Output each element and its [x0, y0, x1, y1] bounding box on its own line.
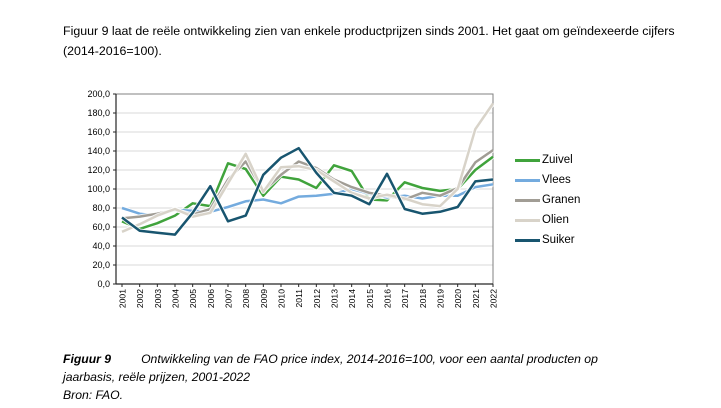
- y-tick-label: 60,0: [92, 222, 110, 232]
- y-tick-label: 80,0: [92, 203, 110, 213]
- series-line-olien: [121, 102, 495, 233]
- y-tick-label: 180,0: [87, 108, 110, 118]
- y-tick-label: 0,0: [97, 279, 110, 289]
- x-tick-label: 2014: [347, 289, 357, 308]
- x-tick-label: 2016: [383, 289, 393, 308]
- legend-swatch-zuivel: [515, 158, 540, 162]
- y-tick-label: 120,0: [87, 165, 110, 175]
- chart-legend: Zuivel Vlees Granen Olien Suiker: [515, 154, 580, 254]
- x-tick-label: 2004: [171, 289, 181, 308]
- figure-source: Bron: FAO.: [63, 388, 124, 403]
- series-line-suiker: [121, 146, 494, 236]
- figure-caption: Figuur 9 Ontwikkeling van de FAO price in…: [63, 350, 647, 387]
- x-tick-label: 2020: [453, 289, 463, 308]
- legend-swatch-granen: [515, 198, 540, 202]
- y-tick-label: 100,0: [87, 184, 110, 194]
- x-tick-label: 2019: [436, 289, 446, 308]
- x-tick-label: 2017: [400, 289, 410, 308]
- y-tick-label: 160,0: [87, 127, 110, 137]
- legend-item-granen: Granen: [515, 194, 580, 206]
- figure-chart: 0,0 20,0 40,0 60,0 80,0 100,0 120,0 140,0 160,0 1…: [68, 88, 713, 333]
- x-tick-label: 2022: [489, 289, 499, 308]
- x-tick-label: 2021: [471, 289, 481, 308]
- legend-swatch-suiker: [515, 238, 540, 242]
- x-tick-label: 2018: [418, 289, 428, 308]
- x-tick-label: 2007: [224, 289, 234, 308]
- x-tick-label: 2005: [188, 289, 198, 308]
- x-tick-label: 2012: [312, 289, 322, 308]
- legend-label-granen: Granen: [542, 194, 581, 206]
- y-tick-label: 40,0: [92, 241, 110, 251]
- legend-item-olien: Olien: [515, 214, 580, 226]
- y-tick-label: 20,0: [92, 260, 110, 270]
- series-lines: [120, 102, 495, 237]
- x-tick-label: 2011: [294, 289, 304, 308]
- x-tick-label: 2003: [153, 289, 163, 308]
- legend-swatch-vlees: [515, 178, 540, 182]
- x-tick-label: 2008: [241, 289, 251, 308]
- x-tick-label: 2001: [118, 289, 128, 308]
- y-axis-ticks: 0,0 20,0 40,0 60,0 80,0 100,0 120,0 140,0 160,0 1…: [87, 89, 116, 289]
- x-axis-ticks: 2001 2002 2003 2004 2005 2006 2007 2008 2009 2010…: [118, 284, 499, 308]
- legend-item-zuivel: Zuivel: [515, 154, 580, 166]
- x-tick-label: 2002: [135, 289, 145, 308]
- gridlines: [116, 93, 493, 266]
- x-tick-label: 2006: [206, 289, 216, 308]
- legend-label-suiker: Suiker: [542, 234, 575, 246]
- x-tick-label: 2010: [277, 289, 287, 308]
- x-tick-label: 2013: [330, 289, 340, 308]
- x-tick-label: 2009: [259, 289, 269, 308]
- figure-caption-text: Ontwikkeling van de FAO price index, 201…: [63, 352, 598, 385]
- legend-swatch-olien: [515, 218, 540, 222]
- legend-label-vlees: Vlees: [542, 174, 571, 186]
- price-chart-svg: 0,0 20,0 40,0 60,0 80,0 100,0 120,0 140,0 160,0 1…: [87, 89, 499, 308]
- legend-label-zuivel: Zuivel: [542, 154, 573, 166]
- y-tick-label: 140,0: [87, 146, 110, 156]
- y-tick-label: 200,0: [87, 89, 110, 99]
- legend-item-suiker: Suiker: [515, 234, 580, 246]
- legend-item-vlees: Vlees: [515, 174, 580, 186]
- figure-number: Figuur 9: [63, 352, 112, 367]
- legend-label-olien: Olien: [542, 214, 569, 226]
- x-tick-label: 2015: [365, 289, 375, 308]
- intro-paragraph: Figuur 9 laat de reële ontwikkeling zien…: [63, 24, 675, 58]
